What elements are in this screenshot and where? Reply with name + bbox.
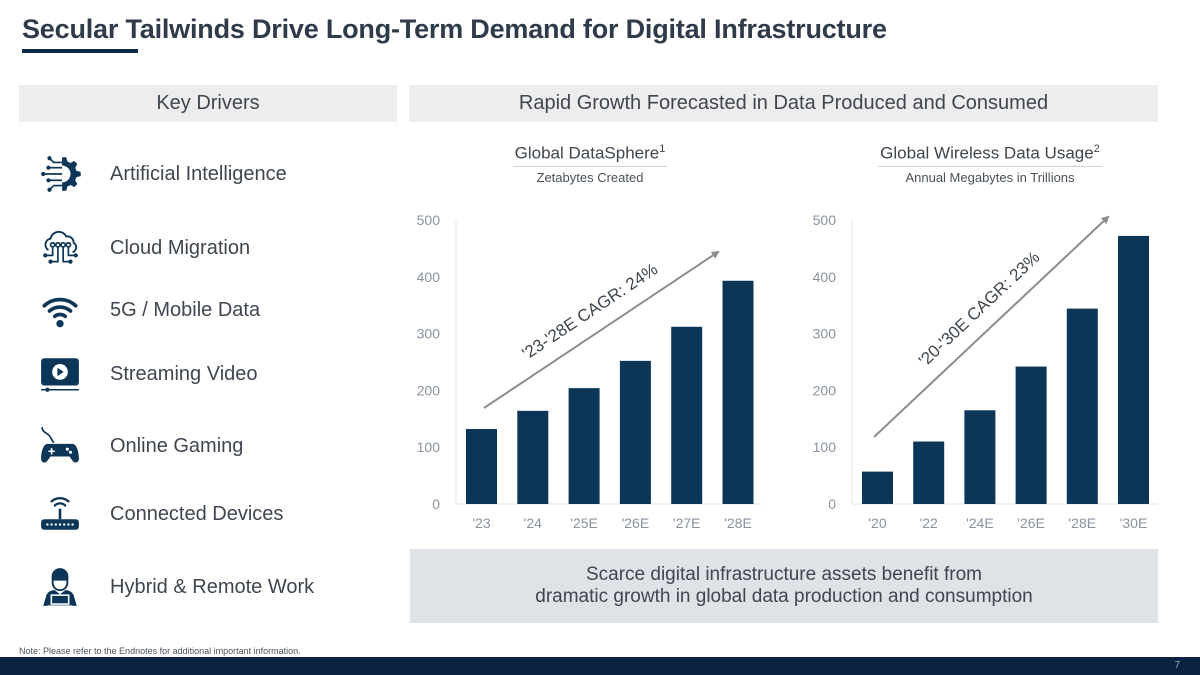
- y-tick-label: 300: [417, 326, 441, 342]
- driver-item-devices: Connected Devices: [38, 492, 283, 536]
- summary-line-2: dramatic growth in global data productio…: [535, 586, 1033, 607]
- bar-25E: [568, 388, 600, 504]
- bar-20: [862, 471, 893, 504]
- bar-22: [913, 441, 945, 504]
- driver-item-remote-work: Hybrid & Remote Work: [38, 565, 314, 609]
- driver-item-cloud: Cloud Migration: [38, 226, 250, 270]
- bar-30E: [1118, 235, 1149, 504]
- x-tick-label: '25E: [570, 515, 598, 531]
- datasphere-bar-chart: 0 100 200 300 400 500 '23 '24 '25E '26E '27E '28E '2…: [417, 212, 762, 531]
- y-tick-label: 500: [417, 212, 441, 228]
- wifi-icon: [38, 288, 82, 332]
- page-number: 7: [1174, 660, 1180, 671]
- y-tick-label: 300: [813, 326, 837, 342]
- x-tick-label: '22: [920, 515, 938, 531]
- y-tick-label: 200: [813, 382, 837, 398]
- cagr-trend-arrow: [873, 215, 1110, 438]
- driver-label: Streaming Video: [110, 362, 258, 385]
- wireless-title-block: Global Wireless Data Usage2 Annual Megab…: [850, 143, 1130, 185]
- y-tick-label: 100: [813, 439, 837, 455]
- driver-label: 5G / Mobile Data: [110, 298, 261, 321]
- ai-gear-circuit-icon: [38, 152, 82, 196]
- datasphere-title-block: Global DataSphere1 Zetabytes Created: [480, 143, 700, 185]
- cagr-trend-arrow: [483, 250, 720, 409]
- x-tick-label: '30E: [1120, 515, 1148, 531]
- y-tick-label: 0: [828, 496, 836, 512]
- summary-callout: Scarce digital infrastructure assets ben…: [410, 549, 1158, 623]
- x-tick-label: '23: [472, 515, 490, 531]
- cagr-annotation: '20-'30E CAGR: 23%: [915, 248, 1044, 370]
- summary-line-1: Scarce digital infrastructure assets ben…: [585, 564, 982, 586]
- y-tick-label: 200: [417, 382, 441, 398]
- title-underline: [22, 49, 138, 53]
- driver-item-5g: 5G / Mobile Data: [38, 288, 260, 332]
- bar-28E: [1066, 308, 1098, 504]
- y-tick-label: 0: [432, 496, 440, 512]
- bar-24E: [964, 410, 996, 504]
- growth-forecast-header: Rapid Growth Forecasted in Data Produced…: [409, 85, 1158, 122]
- driver-item-gaming: Online Gaming: [38, 424, 243, 468]
- bar-23: [466, 429, 497, 504]
- footnote-marker: 2: [1093, 143, 1100, 155]
- cagr-annotation: '23-'28E CAGR: 24%: [519, 260, 662, 364]
- driver-label: Online Gaming: [110, 434, 244, 457]
- driver-item-streaming: Streaming Video: [38, 352, 258, 396]
- x-tick-label: '27E: [673, 515, 701, 531]
- x-tick-label: '26E: [622, 515, 650, 531]
- key-drivers-header: Key Drivers: [19, 85, 397, 122]
- cloud-circuit-icon: [38, 226, 82, 270]
- x-tick-label: '28E: [1069, 515, 1097, 531]
- router-icon: [38, 492, 82, 536]
- y-tick-label: 500: [813, 212, 837, 228]
- footnote-marker: 1: [659, 143, 666, 155]
- driver-item-ai: Artificial Intelligence: [38, 152, 287, 196]
- y-tick-label: 100: [417, 439, 441, 455]
- x-tick-label: '20: [868, 515, 886, 531]
- footer-bar: [0, 657, 1200, 675]
- driver-label: Artificial Intelligence: [110, 162, 287, 185]
- endnote-disclaimer: Note: Please refer to the Endnotes for a…: [19, 646, 301, 656]
- bar-28E: [722, 280, 754, 504]
- chart-title-text: Global Wireless Data Usage: [880, 143, 1094, 163]
- page-title: Secular Tailwinds Drive Long-Term Demand…: [22, 14, 887, 44]
- wireless-chart-subtitle: Annual Megabytes in Trillions: [905, 169, 1075, 185]
- bar-24: [517, 410, 549, 504]
- y-tick-label: 400: [813, 269, 837, 285]
- video-play-icon: [38, 352, 82, 396]
- x-tick-label: '24E: [966, 515, 994, 531]
- x-tick-label: '26E: [1017, 515, 1045, 531]
- wireless-chart-title: Global Wireless Data Usage2: [878, 143, 1102, 167]
- driver-label: Connected Devices: [110, 502, 284, 525]
- driver-label: Cloud Migration: [110, 236, 251, 259]
- datasphere-chart-title: Global DataSphere1: [512, 143, 668, 167]
- driver-label: Hybrid & Remote Work: [110, 575, 315, 598]
- bar-26E: [1015, 366, 1047, 504]
- x-tick-label: '28E: [724, 515, 752, 531]
- y-tick-label: 400: [417, 269, 441, 285]
- game-controller-icon: [38, 424, 82, 468]
- bar-27E: [671, 326, 703, 504]
- x-tick-label: '24: [524, 515, 542, 531]
- bar-26E: [619, 360, 651, 504]
- wireless-usage-bar-chart: 0 100 200 300 400 500 '20 '22 '24E '26E '28E '30E '2…: [813, 212, 1157, 531]
- datasphere-chart-subtitle: Zetabytes Created: [536, 169, 644, 185]
- chart-title-text: Global DataSphere: [514, 143, 660, 163]
- person-laptop-icon: [38, 565, 82, 609]
